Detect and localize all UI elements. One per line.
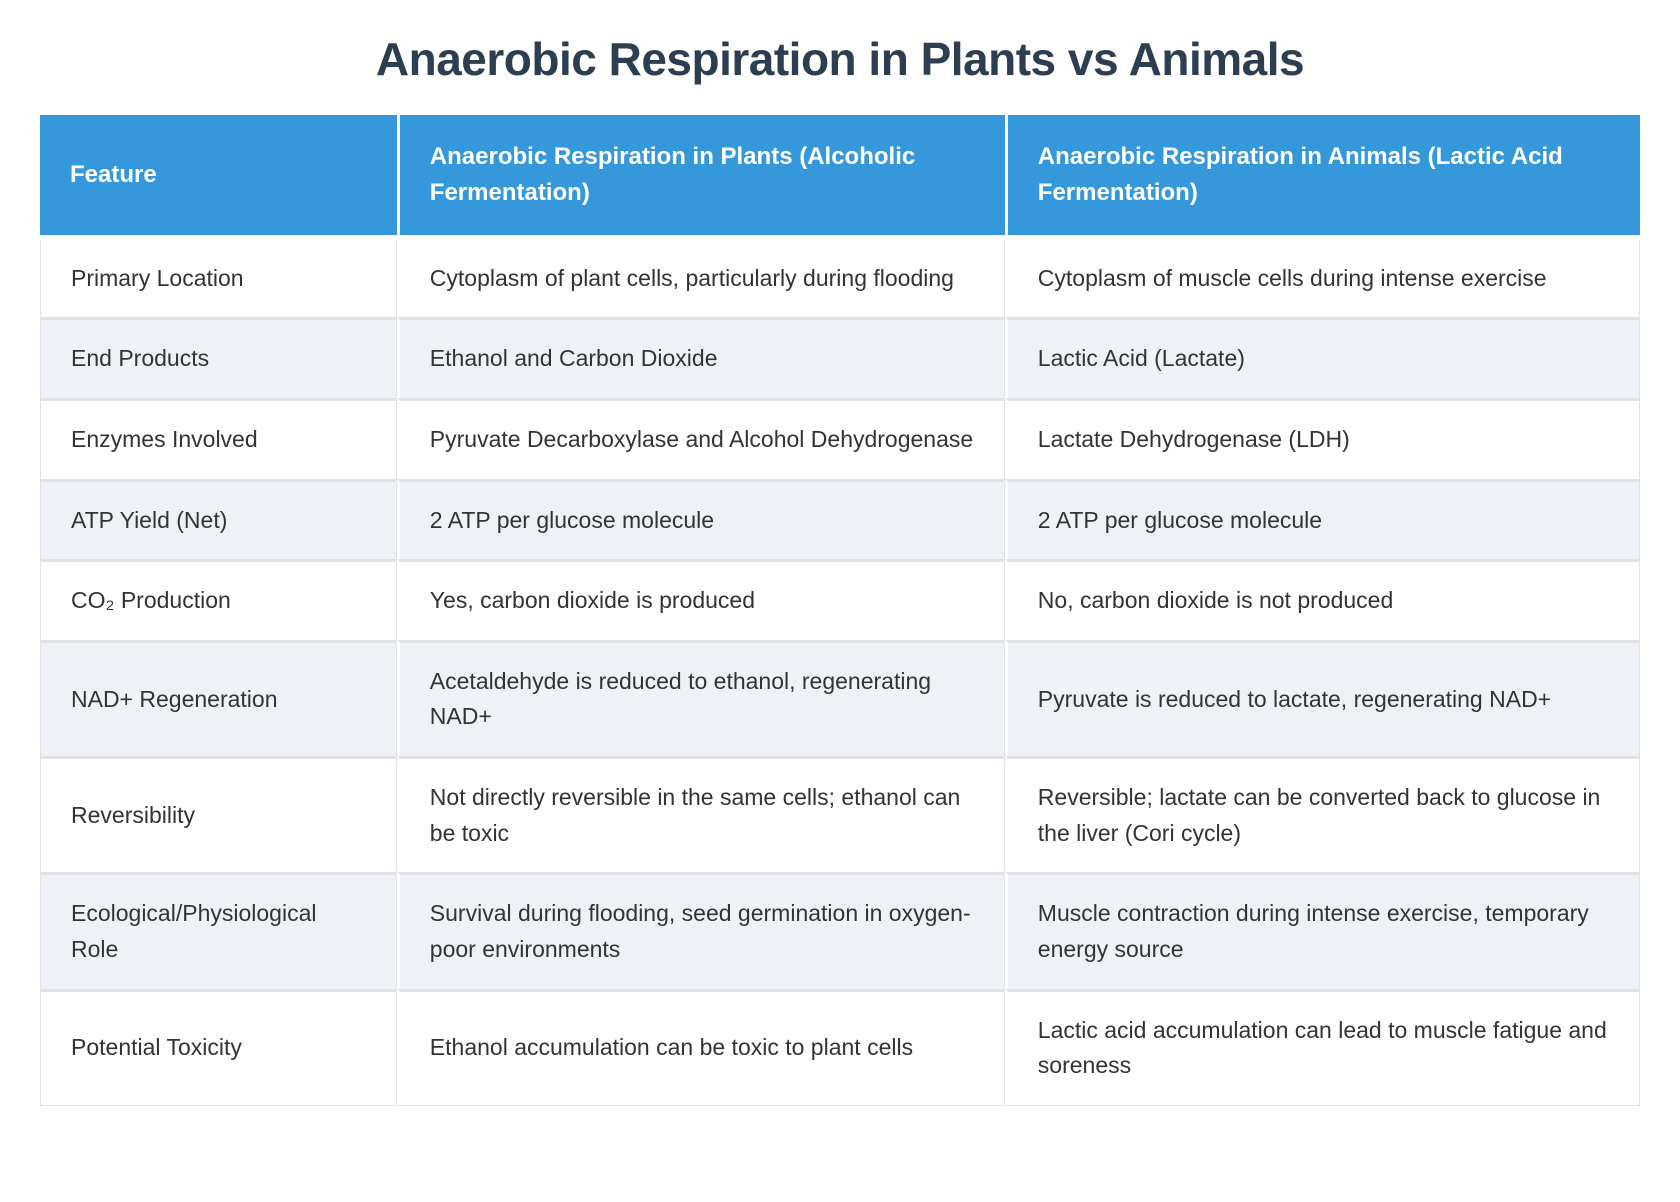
comparison-table: Feature Anaerobic Respiration in Plants … bbox=[40, 114, 1640, 1106]
column-header-plants: Anaerobic Respiration in Plants (Alcohol… bbox=[396, 114, 1005, 240]
animals-cell: Lactate Dehydrogenase (LDH) bbox=[1004, 397, 1640, 479]
plants-cell: Yes, carbon dioxide is produced bbox=[396, 559, 1005, 640]
plants-cell: Survival during flooding, seed germinati… bbox=[396, 872, 1005, 989]
table-row: Reversibility Not directly reversible in… bbox=[40, 756, 1640, 873]
feature-cell: Reversibility bbox=[40, 756, 397, 873]
animals-cell: Cytoplasm of muscle cells during intense… bbox=[1004, 239, 1640, 318]
table-row: Primary Location Cytoplasm of plant cell… bbox=[40, 239, 1640, 318]
table-row: NAD+ Regeneration Acetaldehyde is reduce… bbox=[40, 639, 1640, 757]
animals-cell: Lactic acid accumulation can lead to mus… bbox=[1004, 988, 1640, 1106]
table-body: Primary Location Cytoplasm of plant cell… bbox=[40, 239, 1640, 1106]
animals-cell: Reversible; lactate can be converted bac… bbox=[1004, 756, 1640, 873]
feature-cell: Enzymes Involved bbox=[40, 397, 397, 479]
plants-cell: Ethanol and Carbon Dioxide bbox=[396, 317, 1005, 398]
plants-cell: Cytoplasm of plant cells, particularly d… bbox=[396, 239, 1005, 318]
feature-cell: End Products bbox=[40, 317, 397, 398]
column-header-animals: Anaerobic Respiration in Animals (Lactic… bbox=[1004, 114, 1640, 240]
table-header-row: Feature Anaerobic Respiration in Plants … bbox=[40, 114, 1640, 240]
feature-cell: ATP Yield (Net) bbox=[40, 478, 397, 560]
table-row: Enzymes Involved Pyruvate Decarboxylase … bbox=[40, 397, 1640, 479]
animals-cell: Lactic Acid (Lactate) bbox=[1004, 317, 1640, 398]
animals-cell: 2 ATP per glucose molecule bbox=[1004, 478, 1640, 560]
table-row: ATP Yield (Net) 2 ATP per glucose molecu… bbox=[40, 478, 1640, 560]
column-header-feature: Feature bbox=[40, 114, 397, 240]
animals-cell: No, carbon dioxide is not produced bbox=[1004, 559, 1640, 640]
table-row: End Products Ethanol and Carbon Dioxide … bbox=[40, 317, 1640, 398]
animals-cell: Muscle contraction during intense exerci… bbox=[1004, 872, 1640, 989]
feature-cell: CO₂ Production bbox=[40, 559, 397, 640]
plants-cell: Not directly reversible in the same cell… bbox=[396, 756, 1005, 873]
table-row: Potential Toxicity Ethanol accumulation … bbox=[40, 988, 1640, 1106]
table-row: CO₂ Production Yes, carbon dioxide is pr… bbox=[40, 559, 1640, 640]
feature-cell: NAD+ Regeneration bbox=[40, 639, 397, 757]
plants-cell: Acetaldehyde is reduced to ethanol, rege… bbox=[396, 639, 1005, 757]
feature-cell: Primary Location bbox=[40, 239, 397, 318]
page-title: Anaerobic Respiration in Plants vs Anima… bbox=[375, 33, 1305, 85]
feature-cell: Potential Toxicity bbox=[40, 988, 397, 1106]
feature-cell: Ecological/Physiological Role bbox=[40, 872, 397, 989]
plants-cell: Pyruvate Decarboxylase and Alcohol Dehyd… bbox=[396, 397, 1005, 479]
plants-cell: 2 ATP per glucose molecule bbox=[396, 478, 1005, 560]
plants-cell: Ethanol accumulation can be toxic to pla… bbox=[396, 988, 1005, 1106]
table-row: Ecological/Physiological Role Survival d… bbox=[40, 872, 1640, 989]
animals-cell: Pyruvate is reduced to lactate, regenera… bbox=[1004, 639, 1640, 757]
